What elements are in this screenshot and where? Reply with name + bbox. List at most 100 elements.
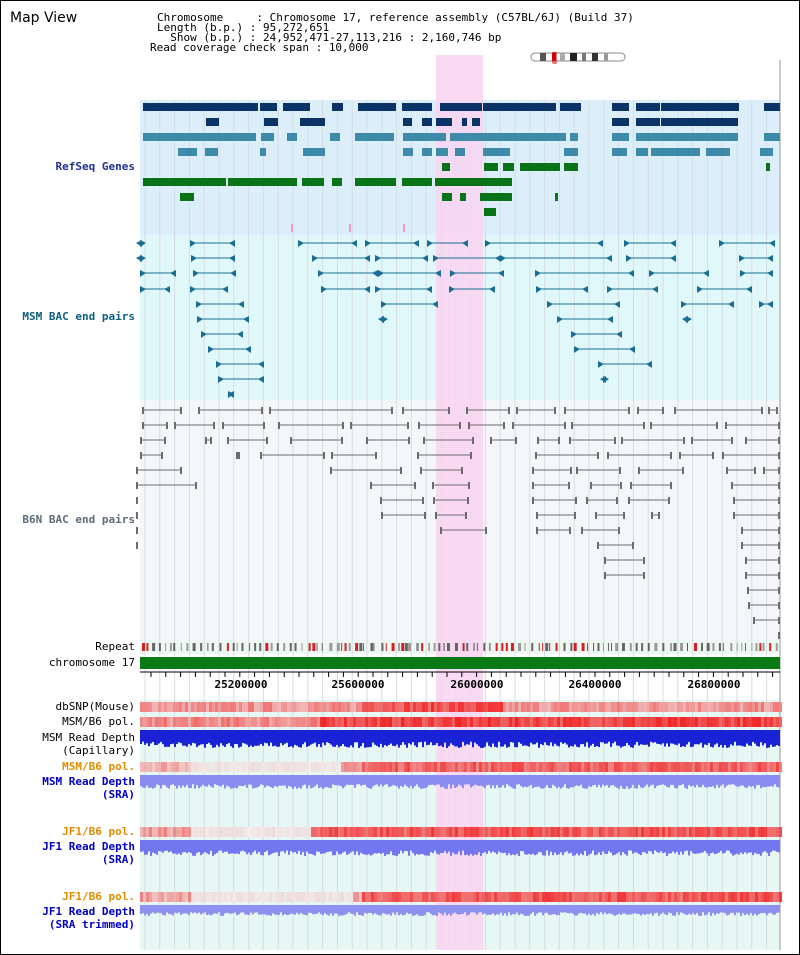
jf1-sra-depth-bar — [384, 840, 386, 856]
jf1-b6-polymorphism-cell — [326, 827, 329, 837]
repeat-element — [518, 643, 522, 651]
repeat-element — [542, 643, 544, 651]
msm-b6-polymorphism-cell — [389, 762, 392, 772]
msm-sra-depth-bar — [672, 775, 674, 785]
dbsnp-density-cell — [626, 702, 629, 712]
msm-sra-depth-bar — [352, 775, 354, 785]
dbsnp-density-cell — [683, 702, 686, 712]
b6n-bac-end — [778, 557, 780, 564]
jf1-trimmed-depth-bar — [520, 905, 522, 914]
jf1-b6-polymorphism-cell — [494, 827, 497, 837]
msm-b6-polymorphism-cell — [314, 717, 317, 727]
msm-capillary-depth-bar — [640, 730, 642, 745]
msm-capillary-depth-bar — [470, 730, 472, 742]
msm-sra-depth-bar — [606, 775, 608, 786]
jf1-trimmed-depth-bar — [460, 905, 462, 915]
msm-sra-depth-bar — [762, 775, 764, 788]
jf1-trimmed-depth-bar — [402, 905, 404, 916]
jf1-sra-depth-bar — [600, 840, 602, 855]
gene-marker — [291, 224, 293, 232]
dbsnp-density-cell — [179, 702, 182, 712]
dbsnp-density-cell — [359, 702, 362, 712]
msm-b6-polymorphism-cell — [590, 717, 593, 727]
msm-capillary-depth-bar — [370, 730, 372, 747]
msm-b6-polymorphism-cell — [638, 717, 641, 727]
jf1-b6-polymorphism-cell — [341, 827, 344, 837]
msm-sra-depth-bar — [454, 775, 456, 788]
jf1-sra-depth-bar — [774, 840, 776, 851]
msm-sra-depth-bar — [512, 775, 514, 789]
jf1-b6-polymorphism-cell — [455, 827, 458, 837]
msm-b6-polymorphism-cell — [548, 762, 551, 772]
axis-tick-label: 26400000 — [568, 678, 622, 691]
jf1-sra-depth-bar — [498, 840, 500, 852]
b6n-bac-end — [778, 422, 780, 429]
msm-sra-depth-bar — [542, 775, 544, 789]
jf1-sra-depth-bar — [532, 840, 534, 854]
label-jf1-depth-sra-2: (SRA) — [101, 853, 135, 866]
dbsnp-density-cell — [737, 702, 740, 712]
dbsnp-density-cell — [323, 702, 326, 712]
jf1-trimmed-depth-bar — [186, 905, 188, 914]
dbsnp-density-cell — [605, 702, 608, 712]
msm-b6-polymorphism-cell — [188, 717, 191, 727]
msm-b6-polymorphism-cell — [581, 762, 584, 772]
dbsnp-density-cell — [578, 702, 581, 712]
dbsnp-density-cell — [188, 702, 191, 712]
jf1-b6-polymorphism-cell — [254, 892, 257, 902]
b6n-bac-end — [576, 467, 578, 474]
msm-b6-polymorphism-cell — [629, 762, 632, 772]
dbsnp-density-cell — [260, 702, 263, 712]
jf1-sra-depth-bar — [322, 840, 324, 854]
dbsnp-density-cell — [548, 702, 551, 712]
jf1-sra-depth-bar — [546, 840, 548, 851]
jf1-trimmed-depth-bar — [378, 905, 380, 916]
b6n-bac-end — [726, 467, 728, 474]
jf1-b6-polymorphism-cell — [731, 892, 734, 902]
msm-sra-depth-bar — [644, 775, 646, 787]
jf1-sra-depth-bar — [446, 840, 448, 854]
jf1-b6-polymorphism-cell — [413, 892, 416, 902]
msm-b6-polymorphism-cell — [245, 762, 248, 772]
dbsnp-density-cell — [587, 702, 590, 712]
msm-sra-depth-bar — [624, 775, 626, 789]
jf1-b6-polymorphism-cell — [176, 892, 179, 902]
msm-capillary-depth-bar — [686, 730, 688, 745]
label-msm-bac: MSM BAC end pairs — [22, 310, 135, 323]
jf1-trimmed-depth-bar — [148, 905, 150, 916]
dbsnp-density-cell — [287, 702, 290, 712]
jf1-trimmed-depth-bar — [170, 905, 172, 915]
jf1-trimmed-depth-bar — [660, 905, 662, 914]
jf1-b6-polymorphism-cell — [620, 827, 623, 837]
jf1-b6-polymorphism-cell — [509, 892, 512, 902]
msm-b6-polymorphism-cell — [602, 717, 605, 727]
msm-sra-depth-bar — [658, 775, 660, 786]
dbsnp-density-cell — [722, 702, 725, 712]
label-jf1-depth-sra-1: JF1 Read Depth — [42, 840, 135, 853]
jf1-sra-depth-bar — [338, 840, 340, 855]
jf1-b6-polymorphism-cell — [647, 892, 650, 902]
b6n-bac-end — [778, 617, 780, 624]
dbsnp-density-cell — [719, 702, 722, 712]
jf1-trimmed-depth-bar — [552, 905, 554, 915]
jf1-b6-polymorphism-cell — [698, 827, 701, 837]
jf1-sra-depth-bar — [396, 840, 398, 856]
chromosome-ideogram[interactable] — [530, 52, 626, 64]
jf1-b6-polymorphism-cell — [524, 892, 527, 902]
repeat-element — [401, 643, 405, 651]
jf1-sra-depth-bar — [702, 840, 704, 853]
msm-bac-end — [628, 270, 634, 277]
msm-capillary-depth-bar — [504, 730, 506, 745]
b6n-bac-end — [628, 407, 630, 414]
msm-b6-polymorphism-cell — [230, 717, 233, 727]
msm-capillary-depth-bar — [418, 730, 420, 743]
b6n-bac-end — [651, 512, 653, 519]
jf1-trimmed-depth-bar — [288, 905, 290, 915]
jf1-trimmed-depth-bar — [254, 905, 256, 913]
jf1-b6-polymorphism-cell — [503, 827, 506, 837]
msm-capillary-depth-bar — [590, 730, 592, 746]
msm-bac-end — [767, 255, 773, 262]
dbsnp-density-cell — [659, 702, 662, 712]
msm-b6-polymorphism-cell — [407, 717, 410, 727]
